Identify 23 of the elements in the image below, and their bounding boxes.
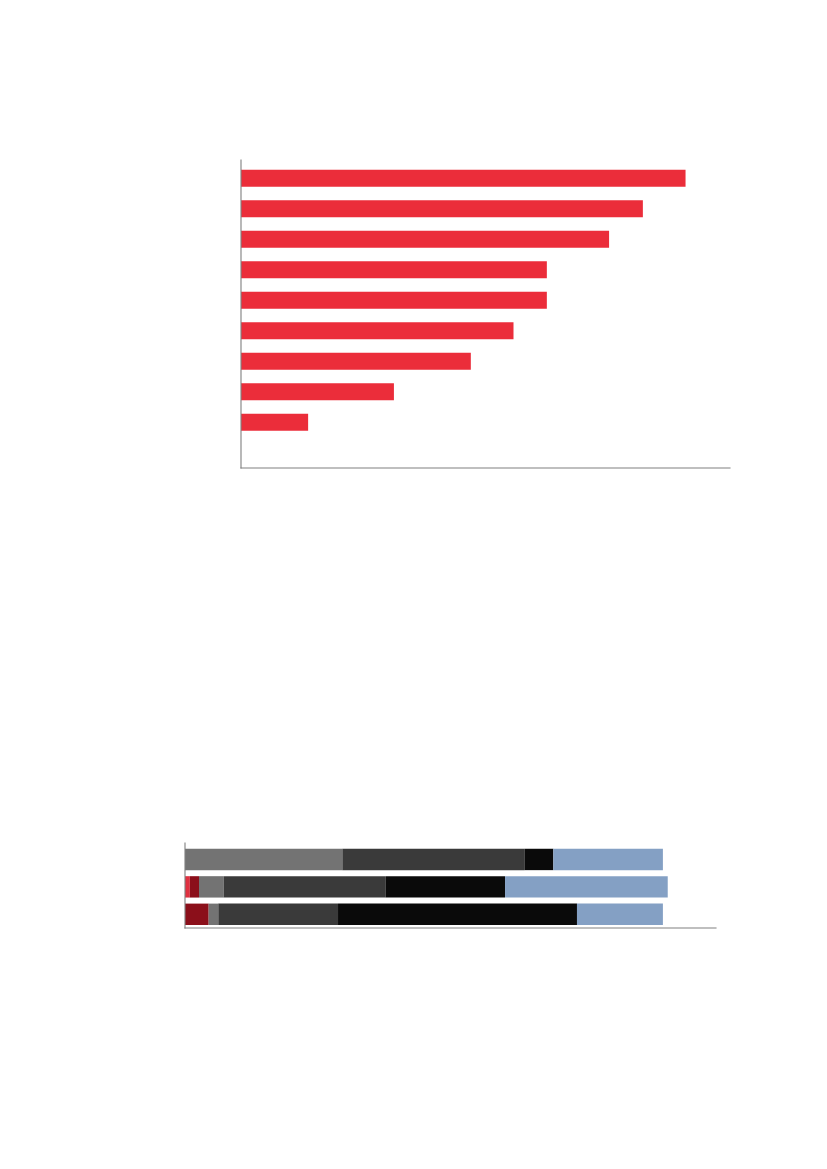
bar (185, 903, 209, 925)
bar (208, 903, 219, 925)
bar (185, 848, 343, 871)
bar (524, 848, 554, 871)
bar (241, 291, 547, 309)
bar (189, 876, 199, 898)
bar (199, 876, 224, 898)
bar (241, 200, 643, 218)
bar (553, 848, 663, 871)
bar (338, 903, 577, 925)
bar (218, 903, 339, 925)
bar (576, 903, 663, 925)
bar (385, 876, 506, 898)
bar (241, 261, 547, 279)
bar (342, 848, 525, 871)
bar (505, 876, 668, 898)
bar (241, 352, 471, 370)
bar (241, 413, 309, 431)
bar (241, 322, 514, 340)
bar (223, 876, 386, 898)
bar (241, 230, 610, 248)
bar (241, 169, 686, 187)
bar (241, 383, 394, 401)
